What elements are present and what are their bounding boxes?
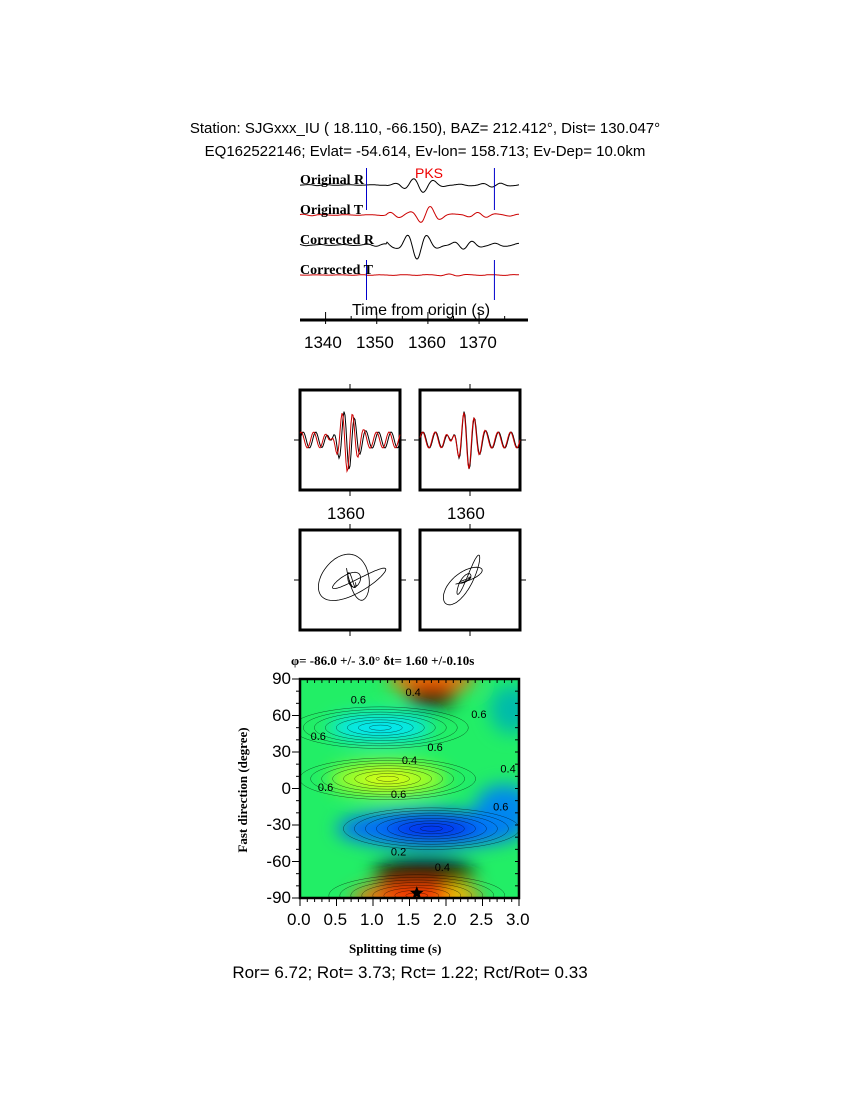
contour-line <box>376 815 487 842</box>
corrected-components-box <box>418 388 522 492</box>
contour-label: 0.4 <box>406 687 421 699</box>
grid-y-tick-label: 30 <box>272 742 291 761</box>
contour-line <box>325 714 436 741</box>
grid-x-tick-label: 1.0 <box>360 910 384 929</box>
heatmap-fill: 0.4 0.6 0.6 0.6 0.6 0.4 0.4 0.6 0.6 0.6 0.2 0.4 <box>300 679 519 898</box>
grid-ylabel: Fast direction (degree) <box>235 727 250 853</box>
original-particle-motion-box <box>298 528 402 632</box>
contour-label: 0.6 <box>391 789 406 801</box>
contour-label: 0.6 <box>471 709 486 721</box>
contour-line <box>365 773 410 785</box>
heatmap-region <box>489 685 519 734</box>
contour-line <box>354 770 421 787</box>
contour-line <box>336 717 425 739</box>
trace-original-r <box>300 178 520 193</box>
grid-x-tick-label: 2.0 <box>433 910 457 929</box>
small-panel-tick-left: 1360 <box>327 504 365 523</box>
contour-line <box>347 719 414 736</box>
contour-line <box>350 879 484 898</box>
heatmap-region <box>475 784 519 829</box>
original-r-wave <box>299 411 401 470</box>
time-tick-1370: 1370 <box>459 333 497 352</box>
heatmap-region <box>373 859 476 889</box>
contour-label: 0.6 <box>427 742 442 754</box>
grid-y-tick-label: 90 <box>272 669 291 688</box>
contour-line <box>420 825 443 832</box>
contour-line <box>343 768 432 790</box>
grid-xlabel: Splitting time (s) <box>349 941 442 956</box>
heatmap-region <box>405 687 457 707</box>
corrected-t-wave <box>419 412 521 469</box>
grid-x-tick-label: 1.5 <box>396 910 421 929</box>
trace-original-t <box>299 205 520 223</box>
heatmap-region <box>362 771 414 787</box>
contour-line <box>332 765 443 793</box>
component-panels <box>294 384 526 636</box>
contour-line <box>303 709 458 747</box>
corrected-particle-motion <box>443 554 483 606</box>
time-axis-label: Time from origin (s) <box>352 302 491 319</box>
original-t-wave <box>299 413 401 473</box>
grid-x-tick-label: 0.0 <box>287 910 311 929</box>
heatmap-region <box>329 714 432 742</box>
trace-label-corrected-t: Corrected T <box>300 263 373 278</box>
contour-line <box>314 711 447 744</box>
trace-corrected-t <box>300 273 520 277</box>
contour-label: 0.6 <box>318 782 333 794</box>
time-tick-1340: 1340 <box>304 333 342 352</box>
contour-line <box>321 762 454 795</box>
grid-title: φ= -86.0 +/- 3.0° δt= 1.60 +/-0.10s <box>291 653 475 668</box>
grid-x-tick-label: 2.5 <box>469 910 494 929</box>
grid-y-tick-label: 60 <box>272 705 291 725</box>
grid-y-tick-label: -60 <box>266 851 291 871</box>
seismogram-panel <box>299 168 528 324</box>
station-info: Station: SJGxxx_IU ( 18.110, -66.150), B… <box>189 120 661 137</box>
contour-line <box>398 820 465 837</box>
phase-label: PKS <box>415 165 444 181</box>
contour-line <box>300 757 476 800</box>
grid-y-tick-label: 0 <box>281 778 291 798</box>
contour-line <box>310 760 465 798</box>
grid-x-tick-label: 3.0 <box>506 910 530 929</box>
contour-line <box>361 882 473 898</box>
original-particle-motion <box>318 553 387 601</box>
grid-y-tick-label: -90 <box>266 888 291 907</box>
contour-label: 0.2 <box>391 846 406 858</box>
small-panel-tick-right: 1360 <box>447 504 485 523</box>
contour-label: 0.6 <box>493 801 508 813</box>
contour-label: 0.6 <box>351 694 366 706</box>
trace-label-original-t: Original T <box>300 203 364 218</box>
contour-line <box>300 706 469 749</box>
heatmap-region <box>387 818 476 839</box>
grid-y-tick-label: -30 <box>266 815 291 834</box>
event-info: EQ162522146; Evlat= -54.614, Ev-lon= 158… <box>204 143 646 160</box>
time-tick-1350: 1350 <box>356 333 394 352</box>
best-fit-star <box>410 886 424 899</box>
contour-line <box>372 884 462 898</box>
contour-line <box>365 812 498 845</box>
contour-line <box>387 818 476 840</box>
contour-line <box>343 807 519 850</box>
energy-grid-plot: 0.4 0.6 0.6 0.6 0.6 0.4 0.4 0.6 0.6 0.6 0.2 0.4 <box>292 677 521 906</box>
contour-line <box>339 877 495 898</box>
contour-line <box>409 823 454 835</box>
contour-label: 0.4 <box>500 764 515 776</box>
contour-label: 0.4 <box>435 862 450 874</box>
contour-label: 0.4 <box>402 755 417 767</box>
trace-corrected-r <box>299 234 519 260</box>
contour-line <box>328 874 506 898</box>
footer-ratios: Ror= 6.72; Rot= 3.73; Rct= 1.22; Rct/Rot… <box>232 963 588 982</box>
contour-label: 0.6 <box>311 731 326 743</box>
grid-x-tick-label: 0.5 <box>323 910 348 929</box>
time-tick-1360: 1360 <box>408 333 446 352</box>
contour-line <box>354 810 509 848</box>
contour-line <box>376 775 399 782</box>
contour-line <box>369 724 392 731</box>
trace-label-corrected-r: Corrected R <box>300 233 374 248</box>
contour-line <box>358 722 403 734</box>
trace-label-original-r: Original R <box>300 173 365 188</box>
